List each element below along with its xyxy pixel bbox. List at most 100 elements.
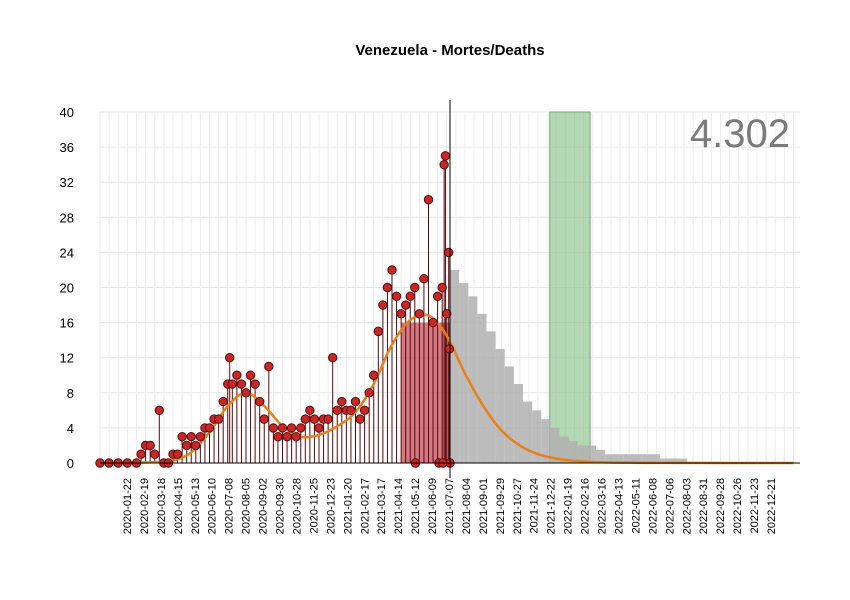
data-point [437,282,447,293]
data-point [177,431,187,442]
data-point [291,431,301,442]
x-tick-label: 2020-10-28 [291,478,303,534]
forecast-bar [495,348,505,463]
data-point [442,309,452,319]
x-tick-label: 2020-07-08 [224,478,236,534]
forecast-bar [605,454,624,463]
data-point [400,300,411,310]
data-point [423,195,434,205]
data-point [218,396,228,407]
data-point [250,379,260,389]
x-tick-label: 2021-09-01 [478,478,490,534]
x-tick-label: 2020-06-10 [207,478,219,534]
data-point [355,414,365,424]
data-point [259,414,269,424]
x-tick-label: 2022-01-19 [563,478,575,534]
y-tick-label: 4 [67,421,74,436]
data-point [396,309,406,319]
data-point [369,370,379,380]
forecast-bar [659,458,679,463]
forecast-bar [541,419,551,463]
x-tick-label: 2021-10-27 [512,478,524,534]
y-tick-label: 28 [60,210,74,225]
data-point [410,282,420,293]
grid [99,111,800,464]
data-point [314,423,324,433]
data-point [191,440,201,451]
data-point [232,370,242,380]
data-point [323,414,333,424]
total-deaths-label: 4.302 [690,112,790,156]
data-point [225,353,235,363]
data-point [419,274,429,284]
forecast-bar [522,401,533,463]
data-point [227,379,238,389]
x-tick-label: 2022-06-08 [647,478,659,534]
x-tick-label: 2021-09-29 [495,478,507,534]
y-tick-label: 40 [60,105,74,120]
data-point [309,414,320,424]
data-point [440,151,451,161]
data-point [154,405,165,416]
x-tick-label: 2020-03-18 [156,478,168,534]
x-tick-label: 2020-01-22 [122,478,134,534]
data-point [286,423,297,433]
x-tick-label: 2022-07-06 [664,478,676,534]
x-tick-label: 2022-08-31 [698,478,710,534]
x-tick-label: 2021-07-07 [444,478,456,534]
green-band [549,111,591,464]
x-tick-label: 2020-09-30 [275,478,287,534]
y-tick-label: 8 [67,386,74,401]
forecast-bar [568,441,578,463]
forecast-bar [550,427,560,463]
data-point [145,440,155,451]
x-tick-label: 2022-09-28 [715,478,727,534]
chart-title: Venezuela - Mortes/Deaths [355,42,544,59]
forecast-bar [477,313,487,463]
x-tick-label: 2021-05-12 [410,478,422,534]
data-point [382,282,393,293]
x-tick-label: 2022-12-21 [766,478,778,534]
x-tick-label: 2021-06-09 [427,478,439,534]
y-tick-label: 24 [60,245,74,260]
x-tick-label: 2022-08-03 [681,478,693,534]
x-tick-label: 2021-04-14 [393,478,405,534]
data-point [150,449,160,459]
data-point [337,396,347,407]
data-point [264,361,274,372]
data-point [300,414,311,424]
axes [100,100,800,478]
data-point [195,431,206,442]
data-point [428,317,438,328]
x-tick-labels: 2020-01-22 2020-02-19 2020-03-18 2020-04-15… [122,478,778,534]
data-point [273,431,283,442]
data-point [254,396,265,407]
y-tick-label: 20 [60,281,74,296]
data-point [405,291,415,301]
x-tick-label: 2020-08-05 [241,478,253,534]
data-point [359,405,370,416]
forecast-bar [586,445,596,463]
x-tick-label: 2022-10-26 [732,478,744,534]
forecast-bar [559,436,569,463]
x-tick-label: 2020-04-15 [173,478,185,534]
data-point [387,265,397,275]
forecast-bar [678,458,688,463]
x-tick-label: 2022-11-23 [749,478,761,533]
x-tick-label: 2021-12-22 [546,478,558,534]
data-point [439,159,449,170]
y-tick-label: 16 [60,316,74,331]
x-tick-label: 2022-03-16 [597,478,609,534]
forecast-bar [486,331,496,463]
x-tick-label: 2020-02-19 [139,478,151,534]
data-point [186,431,196,442]
data-point [443,247,454,258]
forecast-bar [532,410,542,463]
forecast-bar [504,366,514,463]
data-point [213,414,224,424]
smooth-line [99,313,794,465]
x-tick-label: 2021-03-17 [376,478,388,534]
data-point [236,379,247,389]
smooth-curve [99,313,794,465]
y-tick-label: 12 [60,351,74,366]
